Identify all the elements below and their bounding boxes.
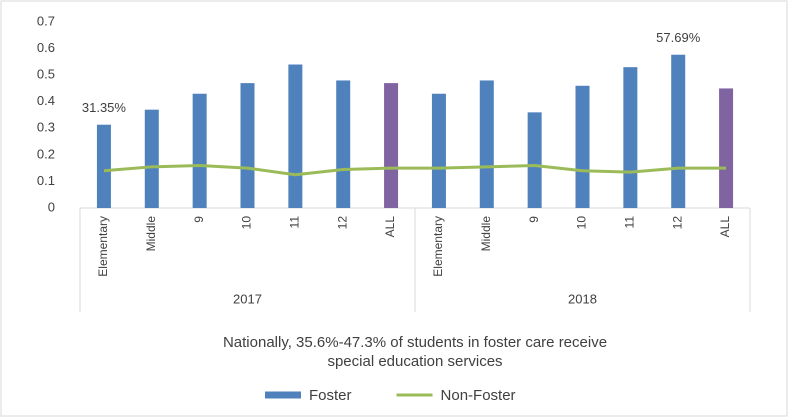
x-tick-label: Middle: [479, 216, 493, 252]
x-tick-label: 10: [240, 216, 254, 230]
bar: [96, 124, 111, 208]
x-tick-label: Middle: [144, 216, 158, 252]
bar: [384, 83, 399, 208]
group-label: 2017: [233, 291, 262, 306]
x-tick-label: 9: [192, 216, 206, 223]
x-tick-label: 12: [670, 216, 684, 230]
y-tick-label: 0.3: [37, 120, 55, 135]
bar: [719, 88, 734, 208]
y-tick-label: 0.5: [37, 67, 55, 82]
legend-label: Non-Foster: [441, 387, 516, 404]
y-tick-label: 0.6: [37, 40, 55, 55]
bar: [192, 93, 207, 208]
bar: [479, 80, 494, 208]
x-tick-label: ALL: [718, 216, 732, 238]
bar: [144, 109, 159, 208]
y-tick-label: 0.1: [37, 173, 55, 188]
x-tick-label: ALL: [383, 216, 397, 238]
y-tick-label: 0.4: [37, 93, 55, 108]
bar: [527, 112, 542, 208]
y-tick-label: 0.7: [37, 13, 55, 28]
annotation: Nationally, 35.6%-47.3% of students in f…: [223, 334, 607, 370]
x-tick-label: 11: [288, 216, 302, 229]
x-tick-label: 12: [335, 216, 349, 230]
y-tick-label: 0: [48, 199, 55, 214]
x-tick-label: 11: [623, 216, 637, 229]
bar: [336, 80, 351, 208]
group-label: 2018: [568, 291, 597, 306]
bar: [288, 64, 303, 208]
x-tick-label: 9: [527, 216, 541, 223]
bar: [575, 85, 590, 208]
x-tick-label: Elementary: [96, 216, 110, 277]
line: [103, 163, 727, 177]
bar: [240, 83, 255, 208]
data-label: 57.69%: [656, 30, 701, 45]
x-tick-label: 10: [575, 216, 589, 230]
data-label: 31.35%: [82, 100, 127, 115]
bar: [431, 93, 446, 208]
y-tick-label: 0.2: [37, 146, 55, 161]
bar: [623, 67, 638, 209]
legend-label: Foster: [309, 387, 352, 404]
x-tick-label: Elementary: [431, 216, 445, 277]
bar: [671, 54, 686, 208]
